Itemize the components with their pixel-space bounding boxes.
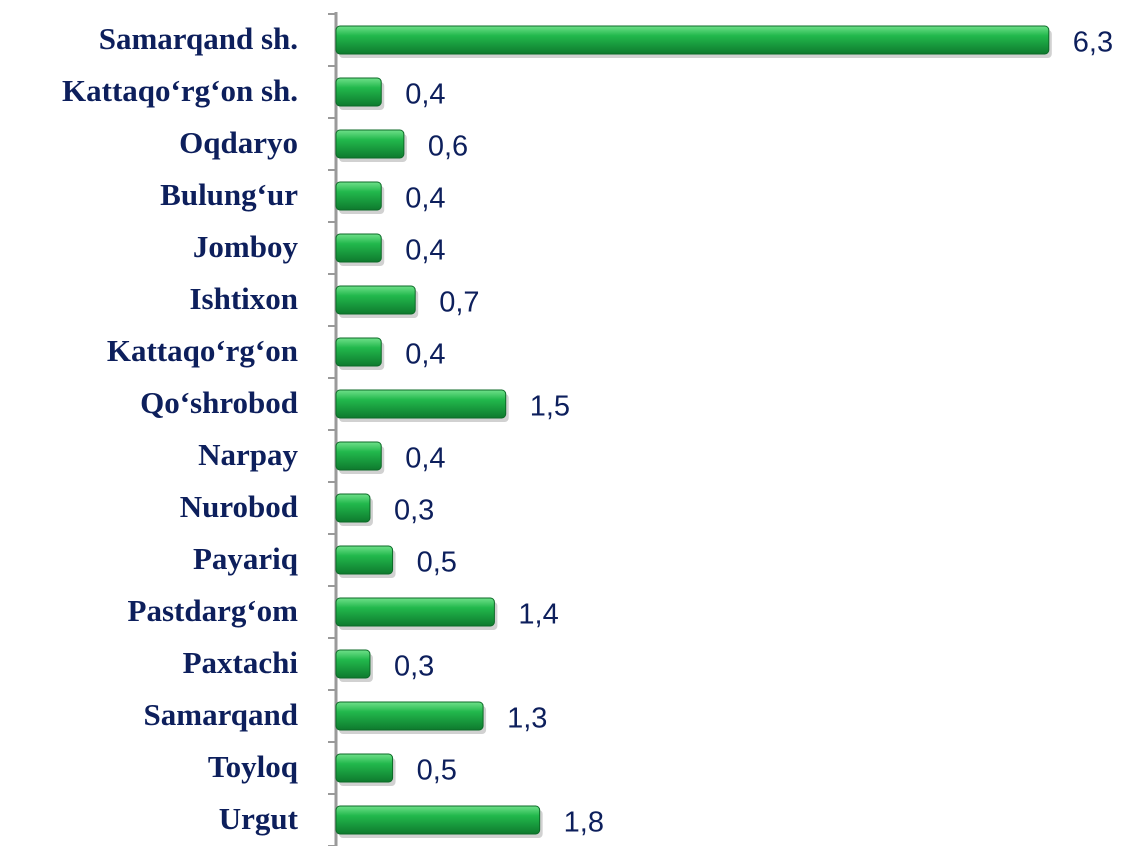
value-label: 1,5 (530, 391, 570, 423)
value-label: 1,3 (507, 703, 547, 735)
bar (335, 337, 382, 367)
category-label: Jomboy (193, 229, 299, 264)
value-label: 1,8 (564, 807, 604, 839)
bar (335, 25, 1050, 55)
value-label: 0,5 (417, 547, 457, 579)
bar (335, 701, 484, 731)
category-label: Qo‘shrobod (140, 385, 298, 420)
value-label: 0,7 (439, 287, 479, 319)
category-label: Paxtachi (183, 645, 299, 680)
bar (335, 129, 405, 159)
bar (335, 649, 371, 679)
value-label: 0,4 (405, 443, 445, 475)
category-label: Kattaqo‘rg‘on (107, 333, 298, 368)
value-label: 0,4 (405, 183, 445, 215)
value-label: 0,6 (428, 131, 468, 163)
category-label: Samarqand (144, 697, 299, 732)
category-label: Toyloq (208, 749, 298, 784)
bar (335, 753, 394, 783)
bar (335, 181, 382, 211)
category-label: Urgut (219, 801, 299, 836)
bar (335, 285, 416, 315)
value-label: 0,4 (405, 235, 445, 267)
value-label: 0,4 (405, 339, 445, 371)
value-label: 0,4 (405, 79, 445, 111)
value-label: 1,4 (518, 599, 558, 631)
bar (335, 805, 541, 835)
bar (335, 545, 394, 575)
category-label: Pastdarg‘om (128, 593, 299, 628)
category-label: Kattaqo‘rg‘on sh. (62, 73, 298, 108)
bar (335, 233, 382, 263)
value-label: 6,3 (1073, 27, 1113, 59)
category-label: Oqdaryo (179, 125, 298, 160)
category-label: Samarqand sh. (99, 21, 298, 56)
bar (335, 77, 382, 107)
bar (335, 597, 495, 627)
bar (335, 441, 382, 471)
value-label: 0,3 (394, 651, 434, 683)
value-label: 0,5 (417, 755, 457, 787)
category-label: Ishtixon (189, 281, 298, 316)
category-label: Bulung‘ur (160, 177, 298, 212)
category-label: Payariq (193, 541, 298, 576)
bar (335, 389, 507, 419)
category-label: Nurobod (180, 489, 298, 524)
bar (335, 493, 371, 523)
value-label: 0,3 (394, 495, 434, 527)
category-label: Narpay (198, 437, 298, 472)
